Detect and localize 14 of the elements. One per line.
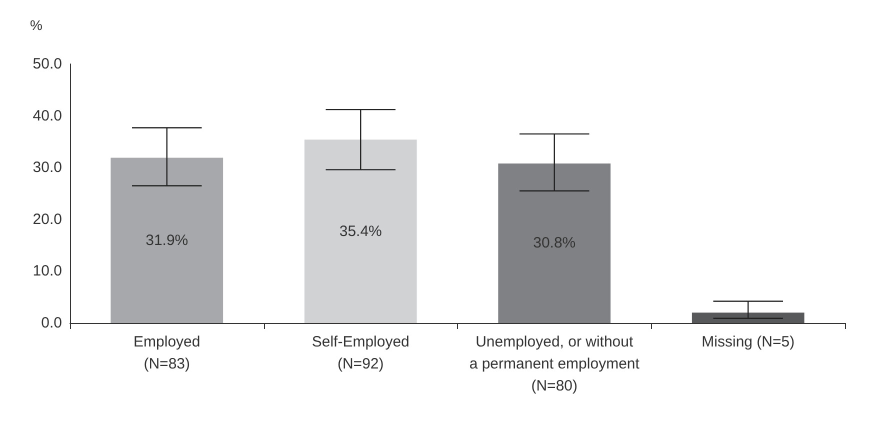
y-axis-title: % xyxy=(30,17,42,33)
data-label: 30.8% xyxy=(533,234,576,252)
y-tick-label: 40.0 xyxy=(32,107,62,124)
y-tick-label: 50.0 xyxy=(32,56,62,72)
data-label: 31.9% xyxy=(146,232,188,249)
x-tick-label: Employed (N=83) xyxy=(134,334,200,372)
x-tick-label: Unemployed, or without a permanent employment (N=80) xyxy=(469,334,640,394)
x-tick-label: Missing (N=5) xyxy=(702,334,795,350)
y-tick-label: 30.0 xyxy=(32,159,62,176)
x-tick-label: Self-Employed (N=92) xyxy=(312,334,410,372)
y-tick-label: 10.0 xyxy=(32,262,62,280)
y-tick-label: 20.0 xyxy=(32,210,62,228)
y-tick-label: 0.0 xyxy=(41,314,62,332)
data-label: 35.4% xyxy=(339,222,382,240)
